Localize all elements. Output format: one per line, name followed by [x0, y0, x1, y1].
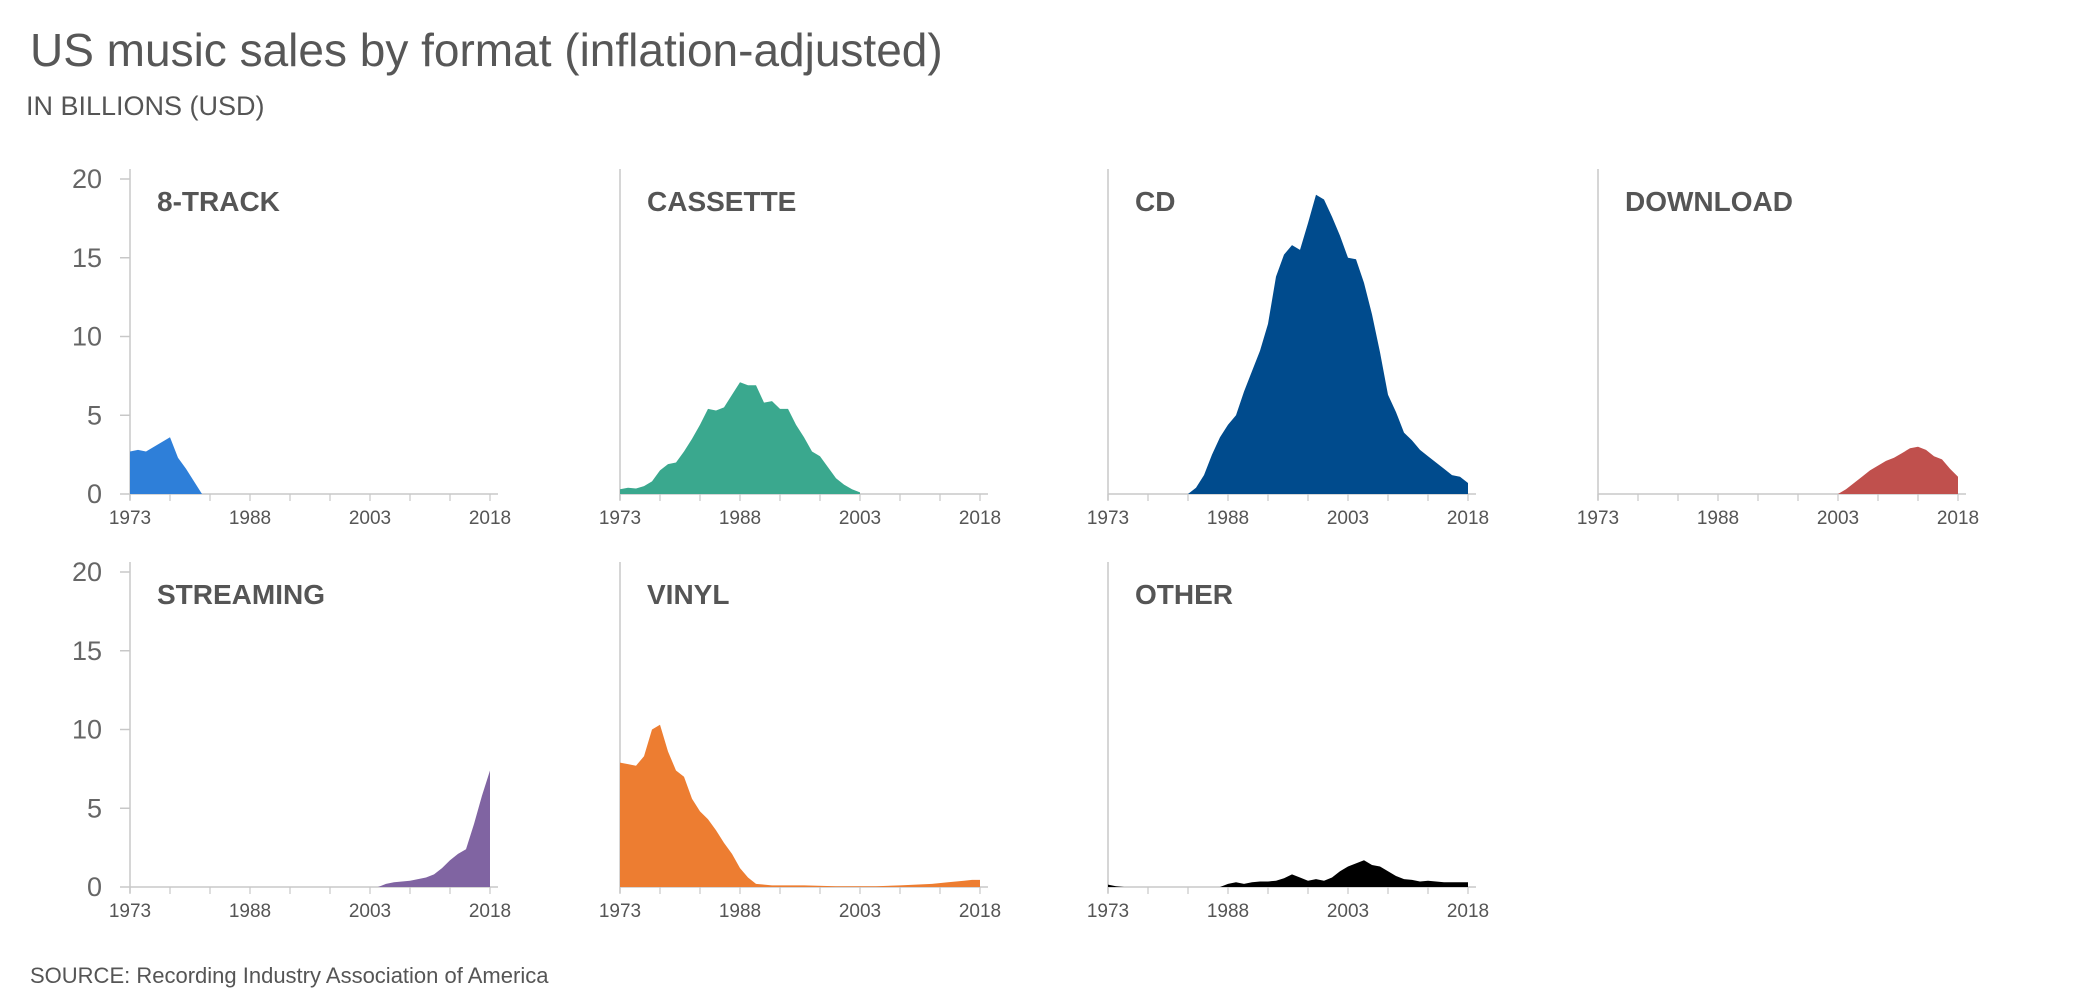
y-tick-label: 0 — [87, 872, 102, 902]
chart-subtitle: IN BILLIONS (USD) — [26, 91, 265, 121]
panel-vinyl-label: VINYL — [647, 579, 729, 610]
panel-streaming-x-tick-label: 2003 — [349, 901, 391, 922]
panel-other-x-tick-label: 2018 — [1447, 901, 1489, 922]
y-tick-label: 5 — [87, 793, 102, 823]
panel-cd-x-tick-label: 2003 — [1327, 508, 1369, 529]
panel-8-track-x-tick-label: 2018 — [469, 508, 511, 529]
panel-streaming-x-tick-label: 1973 — [109, 901, 151, 922]
panel-download-x-tick-label: 1973 — [1577, 508, 1619, 529]
panel-vinyl-x-tick-label: 1973 — [599, 901, 641, 922]
y-tick-label: 5 — [87, 400, 102, 430]
y-tick-label: 20 — [72, 164, 102, 194]
panel-other-label: OTHER — [1135, 579, 1233, 610]
y-tick-label: 10 — [72, 715, 102, 745]
chart-title: US music sales by format (inflation-adju… — [30, 24, 943, 76]
y-tick-label: 10 — [72, 322, 102, 352]
panel-cassette-x-tick-label: 2003 — [839, 508, 881, 529]
panel-cd-label: CD — [1135, 186, 1175, 217]
panel-cassette-area — [620, 382, 860, 494]
panel-streaming-x-tick-label: 2018 — [469, 901, 511, 922]
y-tick-label: 15 — [72, 636, 102, 666]
panel-download-area — [1838, 446, 1958, 494]
panel-vinyl-area — [620, 724, 980, 887]
panel-8-track-label: 8-TRACK — [157, 186, 280, 217]
panel-vinyl-x-tick-label: 2018 — [959, 901, 1001, 922]
y-tick-label: 0 — [87, 479, 102, 509]
panel-cassette-label: CASSETTE — [647, 186, 796, 217]
panel-8-track-x-tick-label: 1973 — [109, 508, 151, 529]
y-tick-label: 20 — [72, 557, 102, 587]
panel-vinyl-x-tick-label: 2003 — [839, 901, 881, 922]
panel-cassette-x-tick-label: 1973 — [599, 508, 641, 529]
y-tick-label: 15 — [72, 243, 102, 273]
chart-source: SOURCE: Recording Industry Association o… — [30, 963, 549, 988]
panel-other-x-tick-label: 1988 — [1207, 901, 1249, 922]
panel-download-x-tick-label: 1988 — [1697, 508, 1739, 529]
panel-other-x-tick-label: 1973 — [1087, 901, 1129, 922]
panel-other-x-tick-label: 2003 — [1327, 901, 1369, 922]
panel-vinyl-x-tick-label: 1988 — [719, 901, 761, 922]
panel-streaming-area — [378, 770, 490, 887]
panel-8-track-x-tick-label: 1988 — [229, 508, 271, 529]
panel-cd-area — [1188, 194, 1468, 495]
panel-cassette-x-tick-label: 1988 — [719, 508, 761, 529]
panel-8-track-x-tick-label: 2003 — [349, 508, 391, 529]
panel-cd-x-tick-label: 2018 — [1447, 508, 1489, 529]
panel-8-track-area — [130, 437, 202, 494]
panel-cd-x-tick-label: 1973 — [1087, 508, 1129, 529]
panel-download-x-tick-label: 2003 — [1817, 508, 1859, 529]
panel-other-area — [1108, 860, 1468, 887]
panel-cd-x-tick-label: 1988 — [1207, 508, 1249, 529]
panel-streaming-label: STREAMING — [157, 579, 325, 610]
panel-cassette-x-tick-label: 2018 — [959, 508, 1001, 529]
panel-streaming-x-tick-label: 1988 — [229, 901, 271, 922]
panel-download-label: DOWNLOAD — [1625, 186, 1793, 217]
panel-download-x-tick-label: 2018 — [1937, 508, 1979, 529]
